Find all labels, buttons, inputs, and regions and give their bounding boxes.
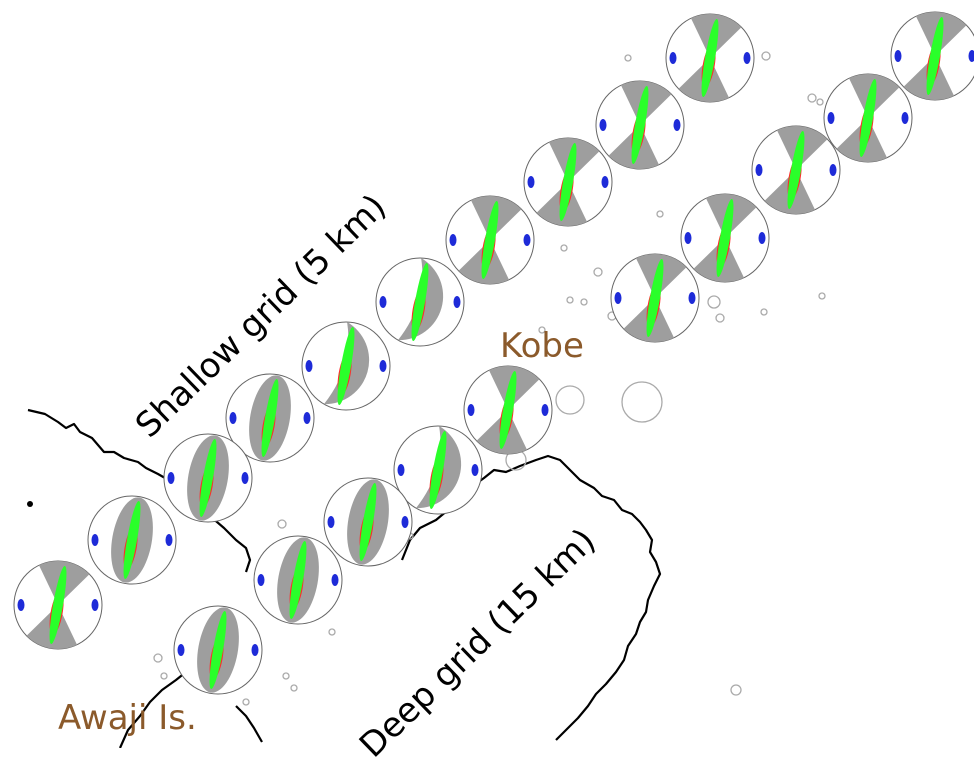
b-axis-cluster (168, 472, 175, 484)
beachball-icon (254, 534, 342, 626)
epicenter-circle-icon (581, 299, 587, 305)
b-axis-cluster (230, 412, 237, 424)
b-axis-cluster (902, 112, 909, 124)
b-axis-cluster (380, 296, 387, 308)
b-axis-cluster (166, 534, 173, 546)
epicenter-circle-icon (808, 94, 816, 102)
beachball-icon (666, 14, 754, 102)
b-axis-cluster (744, 52, 751, 64)
b-axis-cluster (242, 472, 249, 484)
coastline-east-small (236, 706, 262, 742)
epicenter-circle-icon (657, 211, 663, 217)
epicenter-circle-icon (283, 673, 289, 679)
beachball-icon (376, 258, 464, 346)
b-axis-cluster (602, 176, 609, 188)
b-axis-cluster (178, 644, 185, 656)
b-axis-cluster (895, 50, 902, 62)
epicenter-circle-icon (625, 55, 631, 61)
epicenter-circle-icon (161, 673, 167, 679)
beachball-icon (681, 194, 769, 282)
b-axis-cluster (542, 404, 549, 416)
b-axis-cluster (689, 292, 696, 304)
b-axis-cluster (402, 516, 409, 528)
b-axis-cluster (615, 292, 622, 304)
b-axis-cluster (304, 412, 311, 424)
b-axis-cluster (258, 574, 265, 586)
b-axis-cluster (398, 464, 405, 476)
beachball-icon (394, 426, 482, 514)
b-axis-cluster (450, 234, 457, 246)
beachball-icon (174, 604, 262, 696)
awaji-island-label: Awaji Is. (58, 698, 197, 738)
b-axis-cluster (674, 119, 681, 131)
epicenter-circle-icon (622, 382, 662, 422)
epicenter-circle-icon (243, 699, 249, 705)
epicenter-circle-icon (716, 314, 724, 322)
epicenter-circle-icon (329, 629, 335, 635)
b-axis-cluster (685, 232, 692, 244)
b-axis-cluster (528, 176, 535, 188)
beachball-icon (824, 74, 912, 162)
epicenter-circle-icon (761, 309, 767, 315)
beachball-icon (14, 561, 102, 649)
b-axis-cluster (670, 52, 677, 64)
epicenter-circle-icon (291, 685, 297, 691)
epicenter-circle-icon (561, 245, 567, 251)
beachball-icon (596, 81, 684, 169)
b-axis-cluster (332, 574, 339, 586)
b-axis-cluster (756, 164, 763, 176)
b-axis-cluster (472, 464, 479, 476)
b-axis-cluster (524, 234, 531, 246)
b-axis-cluster (306, 360, 313, 372)
b-axis-cluster (454, 296, 461, 308)
kobe-label: Kobe (500, 326, 584, 366)
beachball-icon (524, 138, 612, 226)
epicenter-circle-icon (556, 386, 584, 414)
b-axis-cluster (468, 404, 475, 416)
focal-mechanisms (14, 12, 974, 696)
epicenter-circle-icon (762, 52, 770, 60)
epicenter-circle-icon (731, 685, 741, 695)
epicenter-circle-icon (154, 654, 162, 662)
beachball-icon (611, 254, 699, 342)
epicenter-circle-icon (708, 296, 720, 308)
b-axis-cluster (759, 232, 766, 244)
beachball-icon (446, 196, 534, 284)
b-axis-cluster (380, 360, 387, 372)
b-axis-cluster (828, 112, 835, 124)
b-axis-cluster (92, 534, 99, 546)
epicenter-circle-icon (819, 293, 825, 299)
dot-marker (27, 501, 33, 507)
epicenter-circle-icon (567, 297, 573, 303)
b-axis-cluster (328, 516, 335, 528)
beachball-icon (752, 126, 840, 214)
beachball-icon (302, 322, 390, 410)
b-axis-cluster (92, 599, 99, 611)
b-axis-cluster (18, 599, 25, 611)
epicenter-circle-icon (594, 268, 602, 276)
beachball-icon (891, 12, 974, 100)
beachball-icon (464, 366, 552, 454)
beachball-icon (88, 494, 176, 586)
b-axis-cluster (252, 644, 259, 656)
epicenter-circle-icon (278, 520, 286, 528)
epicenter-circle-icon (817, 99, 823, 105)
b-axis-cluster (830, 164, 837, 176)
b-axis-cluster (600, 119, 607, 131)
